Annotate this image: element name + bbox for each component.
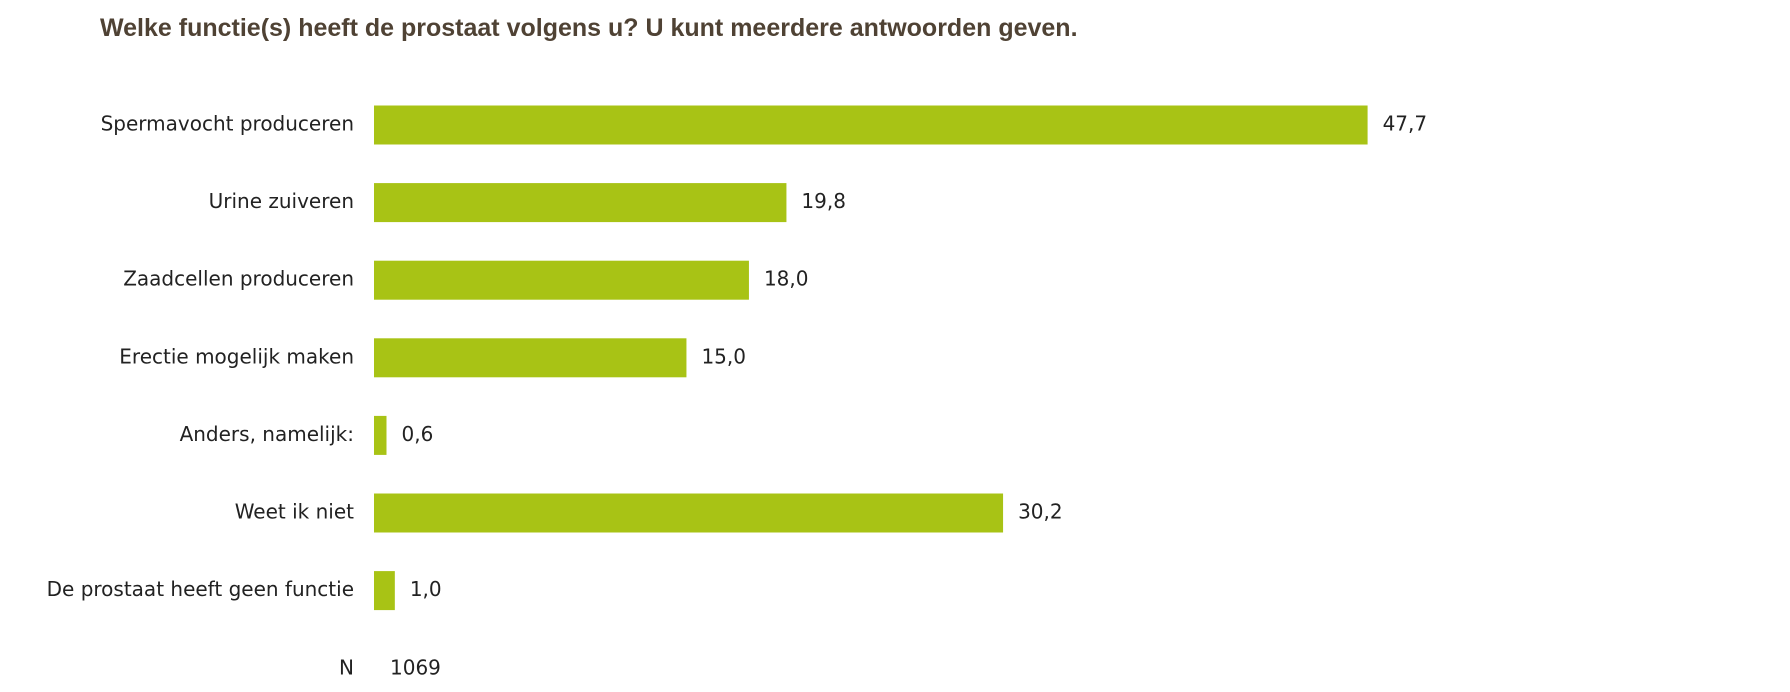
category-label: De prostaat heeft geen functie [47, 577, 354, 601]
chart-title: Welke functie(s) heeft de prostaat volge… [100, 14, 1078, 42]
category-label: Anders, namelijk: [180, 422, 354, 446]
value-label: 15,0 [701, 344, 746, 368]
bar [374, 260, 749, 300]
category-label: Weet ik niet [235, 500, 354, 524]
value-label: 47,7 [1383, 112, 1428, 136]
value-label: 18,0 [764, 267, 809, 291]
bar [374, 338, 687, 378]
value-label: 19,8 [801, 189, 846, 213]
n-value: 1069 [390, 656, 441, 680]
value-label: 30,2 [1018, 500, 1063, 524]
bar [374, 183, 787, 223]
value-label: 1,0 [410, 577, 442, 601]
category-label: Urine zuiveren [209, 189, 354, 213]
bar [374, 105, 1368, 145]
bar [374, 493, 1004, 533]
category-label: Spermavocht produceren [101, 112, 354, 136]
category-label: Zaadcellen produceren [123, 267, 354, 291]
bar [374, 415, 387, 455]
bar [374, 571, 395, 611]
value-label: 0,6 [401, 422, 433, 446]
category-label: Erectie mogelijk maken [119, 344, 354, 368]
n-label: N [339, 656, 354, 680]
